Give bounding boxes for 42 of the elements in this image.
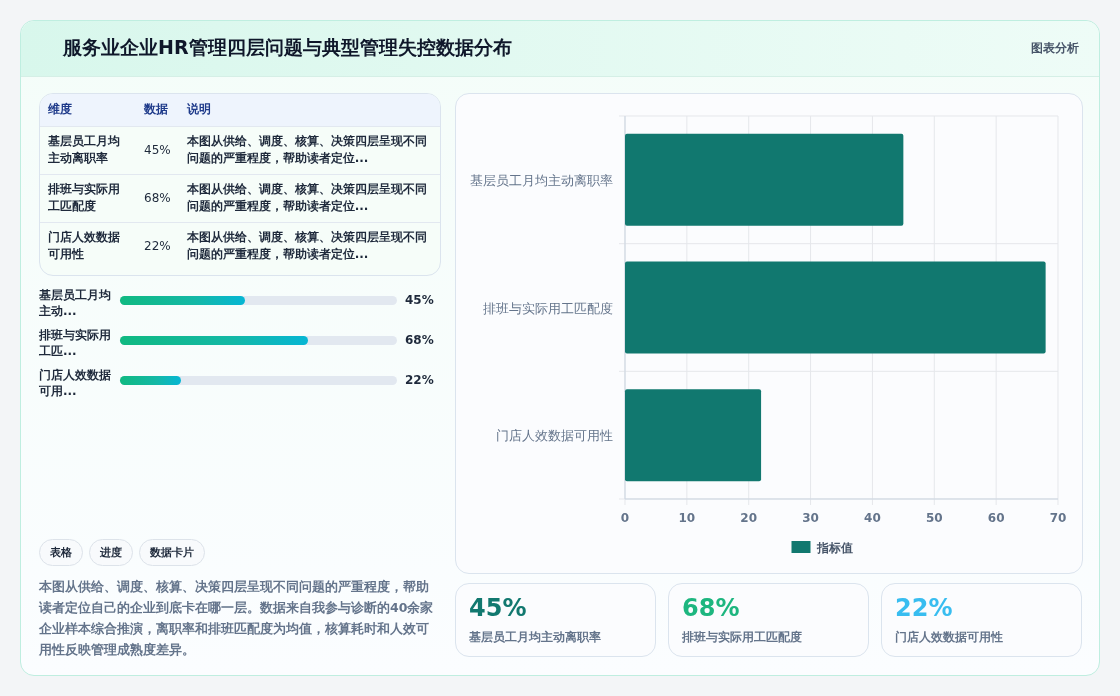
- bar: [625, 133, 904, 226]
- text: 68%: [682, 594, 740, 622]
- y-tick-label: 排班与实际用工匹...: [39, 327, 112, 359]
- text: 45%: [469, 594, 527, 622]
- text: 服务业企业HR管理四层问题与典型管理失控数据分布: [63, 35, 512, 60]
- x-tick-label: 50: [925, 511, 943, 525]
- bar: [625, 261, 1046, 354]
- text: 表格: [39, 539, 83, 566]
- text: 本图从供给、调度、核算、决策四层呈现不同问题的严重程度，帮助读者定位...: [185, 133, 428, 167]
- x-tick-label: 60: [987, 511, 1005, 525]
- text: 68%: [144, 191, 171, 205]
- data-label: 22%: [405, 373, 434, 387]
- data-label: 45%: [405, 293, 434, 307]
- category-label: 基层员工月均主动离职率: [469, 629, 601, 646]
- text: 图表分析: [1031, 40, 1079, 57]
- y-tick-label: 排班与实际用工匹配度: [483, 300, 613, 316]
- x-tick-label: 10: [678, 511, 696, 525]
- text: 22%: [895, 594, 953, 622]
- x-tick-label: 70: [1049, 511, 1067, 525]
- text: 进度: [89, 539, 133, 566]
- y-tick-label: 门店人效数据可用性: [496, 428, 613, 444]
- x-tick-label: 40: [864, 511, 881, 525]
- text: 数据卡片: [139, 539, 205, 566]
- y-tick-label: 基层员工月均主动...: [39, 287, 112, 319]
- legend-label: 指标值: [815, 541, 853, 555]
- text: 维度: [47, 101, 73, 119]
- bar: [625, 389, 762, 482]
- y-tick-label: 基层员工月均主动离职率: [470, 172, 613, 188]
- text: 22%: [144, 239, 171, 254]
- x-tick-label: 30: [802, 511, 819, 525]
- y-tick-label: 门店人效数据可用...: [39, 367, 112, 399]
- text: 本图从供给、调度、核算、决策四层呈现不同问题的严重程度，帮助读者定位...: [185, 181, 428, 215]
- text: 45%: [144, 143, 171, 157]
- x-tick-label: 0: [620, 511, 630, 525]
- x-tick-label: 20: [740, 511, 758, 525]
- data-label: 68%: [405, 333, 434, 347]
- category-label: 排班与实际用工匹配度: [682, 629, 802, 646]
- category-label: 门店人效数据可用性: [895, 629, 1003, 646]
- text: 数据: [143, 101, 169, 119]
- text: 本图从供给、调度、核算、决策四层呈现不同问题的严重程度，帮助读者定位...: [185, 229, 428, 264]
- text: 本图从供给、调度、核算、决策四层呈现不同问题的严重程度，帮助读者定位自己的企业到底卡在哪一层。数据来自我参与诊断的40余家企业样本综合推演，离职率和排班匹配度为均值，核算耗时和人效可用性反映管理成熟度差异。: [39, 578, 435, 659]
- text: 说明: [185, 101, 212, 119]
